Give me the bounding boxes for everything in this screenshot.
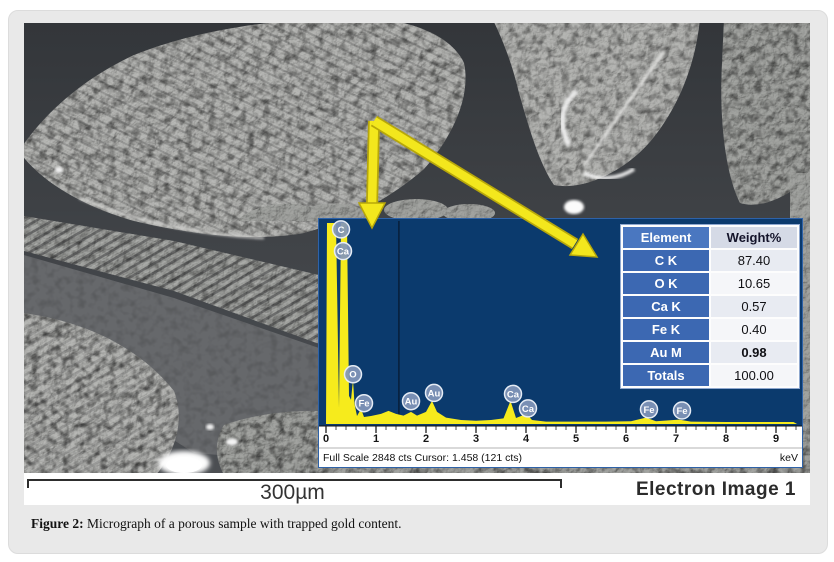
- element-peak-badge: Au: [424, 383, 444, 403]
- rock-fragment-large: [24, 23, 466, 240]
- table-row: Fe K 0.40: [623, 319, 797, 340]
- element-peak-badge: Fe: [672, 401, 692, 420]
- table-row: Ca K 0.57: [623, 296, 797, 317]
- element-cell: Fe K: [623, 319, 709, 340]
- figure-caption: Figure 2: Micrograph of a porous sample …: [31, 516, 811, 532]
- weight-cell: 100.00: [711, 365, 797, 386]
- scale-bar-label: 300µm: [260, 481, 325, 504]
- scale-bar: [27, 479, 562, 488]
- peak-badge-label: Ca: [522, 404, 535, 415]
- element-cell: Ca K: [623, 296, 709, 317]
- caption-text: Micrograph of a porous sample with trapp…: [83, 516, 402, 531]
- peak-badge-label: Ca: [507, 389, 520, 400]
- x-axis-labels: 0 1 2 3 4 5 6 7 8 9: [323, 433, 779, 445]
- table-row: O K 10.65: [623, 273, 797, 294]
- axis-tick-label: 7: [673, 433, 679, 445]
- peak-badge-circle: [354, 393, 374, 413]
- peak-badge-label: Fe: [358, 399, 369, 410]
- rock-fragment-laminated: [24, 216, 322, 345]
- table-row: Totals 100.00: [623, 365, 797, 386]
- peak-badge-label: Au: [405, 397, 418, 408]
- caption-number: Figure 2:: [31, 516, 84, 531]
- axis-tick-label: 5: [573, 433, 579, 445]
- full-scale-cursor-text: Full Scale 2848 cts Cursor: 1.458 (121 c…: [323, 452, 522, 464]
- element-cell: C K: [623, 250, 709, 271]
- table-row: C K 87.40: [623, 250, 797, 271]
- element-cell: O K: [623, 273, 709, 294]
- element-peak-badge: Ca: [503, 384, 523, 404]
- footer-strip: [319, 448, 802, 467]
- x-axis-ticks: [325, 426, 797, 433]
- axis-tick-label: 4: [523, 433, 530, 445]
- peak-badge-label: Fe: [643, 405, 654, 416]
- eds-results-table: Element Weight% C K 87.40 O K 10.65 Ca K 0.57 Fe…: [621, 225, 799, 388]
- weight-cell: 0.57: [711, 296, 797, 317]
- axis-tick-label: 0: [323, 433, 329, 445]
- element-cell: Element: [623, 227, 709, 248]
- peak-badge-label: Au: [428, 388, 441, 399]
- peak-badge-label: Ca: [337, 247, 350, 258]
- table-header-row: Element Weight%: [623, 227, 797, 248]
- axis-tick-label: 9: [773, 433, 779, 445]
- weight-cell: 0.40: [711, 319, 797, 340]
- element-peak-badge: Au: [401, 391, 421, 411]
- smooth-surface: [24, 255, 319, 463]
- kev-unit-label: keV: [780, 452, 798, 464]
- element-peak-badge: Ca: [518, 399, 538, 418]
- weight-cell: 0.98: [711, 342, 797, 363]
- rock-fragment-bottom-left: [24, 313, 179, 475]
- weight-cell: 87.40: [711, 250, 797, 271]
- peak-badge-label: Fe: [676, 406, 687, 417]
- peak-badge-circle: [672, 401, 692, 420]
- peak-badge-circle: [424, 383, 444, 403]
- peak-badge-circle: [401, 391, 421, 411]
- element-peak-badge: Fe: [639, 400, 659, 419]
- micrograph-rocks-graphic: [24, 23, 810, 505]
- peak-badge-circle: [331, 220, 351, 239]
- weight-cell: 10.65: [711, 273, 797, 294]
- axis-strip: [319, 426, 802, 448]
- table-row: Au M 0.98: [623, 342, 797, 363]
- element-peak-badge: O: [343, 365, 363, 384]
- micrograph-info-strip: 300µm Electron Image 1: [24, 473, 810, 505]
- element-peak-badge: Ca: [333, 241, 353, 261]
- peak-badge-label: O: [349, 370, 356, 381]
- peak-badge-circle: [639, 400, 659, 419]
- element-peak-badge: Fe: [354, 393, 374, 413]
- peak-badge-label: C: [338, 225, 345, 236]
- weight-cell: Weight%: [711, 227, 797, 248]
- peak-badge-circle: [518, 399, 538, 418]
- element-cell: Au M: [623, 342, 709, 363]
- axis-tick-label: 6: [623, 433, 629, 445]
- axis-tick-label: 3: [473, 433, 479, 445]
- peak-badge-circle: [343, 365, 363, 384]
- axis-tick-label: 1: [373, 433, 379, 445]
- axis-tick-label: 8: [723, 433, 729, 445]
- axis-tick-label: 2: [423, 433, 429, 445]
- element-peak-badge: C: [331, 220, 351, 239]
- peak-badge-circle: [503, 384, 523, 404]
- electron-image-label: Electron Image 1: [635, 479, 796, 500]
- element-cell: Totals: [623, 365, 709, 386]
- peak-badge-circle: [333, 241, 353, 261]
